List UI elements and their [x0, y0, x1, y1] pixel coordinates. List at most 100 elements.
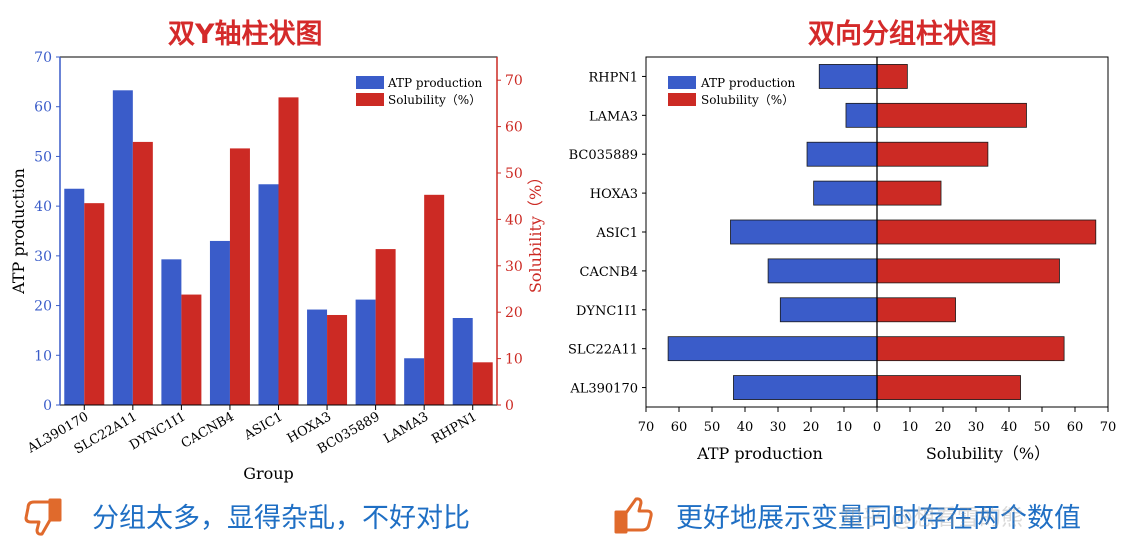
right-y-axis-title: Solubility（%）	[526, 169, 545, 293]
y-tick-label: LAMA3	[589, 109, 638, 124]
x-tick-label: 30	[770, 420, 787, 435]
atp-bar	[730, 219, 878, 245]
atp-bar	[404, 358, 425, 405]
atp-bar	[845, 102, 878, 128]
y-tick-label: BC035889	[569, 148, 638, 163]
right-y-tick-label: 30	[505, 259, 523, 275]
legend-swatch	[668, 93, 696, 106]
x-tick-label: 30	[968, 420, 985, 435]
x-tick-label: DYNC1I1	[127, 409, 188, 453]
x-tick-label: CACNB4	[179, 409, 237, 451]
thumbs-down-icon	[24, 498, 62, 536]
right-x-axis-title: Solubility（%）	[926, 444, 1050, 463]
x-tick-label: 10	[836, 420, 853, 435]
y-tick-label: AL390170	[569, 382, 638, 397]
solubility-bar	[876, 180, 942, 206]
watermark: 知乎 @想看雪的熊	[840, 506, 1023, 531]
left-y-tick-label: 70	[34, 50, 52, 66]
left-x-axis-title: ATP production	[696, 444, 823, 463]
x-tick-label: 50	[704, 420, 721, 435]
x-tick-label: 60	[1067, 420, 1084, 435]
legend-label: Solubility（%）	[701, 93, 794, 107]
atp-bar	[667, 336, 878, 362]
y-tick-label: RHPN1	[588, 70, 638, 85]
right-y-tick-label: 40	[505, 212, 523, 228]
left-y-tick-label: 50	[34, 149, 52, 165]
y-tick-label: CACNB4	[580, 265, 638, 280]
y-tick-label: DYNC1I1	[576, 304, 638, 319]
y-tick-label: SLC22A11	[568, 343, 638, 358]
x-tick-label: 0	[873, 420, 881, 435]
solubility-bar	[229, 148, 250, 405]
x-tick-label: 70	[638, 420, 655, 435]
x-tick-label: 40	[1001, 420, 1018, 435]
legend-swatch	[356, 76, 384, 89]
y-tick-label: ASIC1	[595, 226, 638, 241]
right-y-tick-label: 60	[505, 120, 523, 136]
x-tick-label: 20	[935, 420, 952, 435]
legend-label: ATP production	[387, 76, 483, 90]
atp-bar	[209, 240, 230, 405]
left-y-tick-label: 10	[34, 348, 52, 364]
atp-bar	[779, 297, 878, 323]
solubility-bar	[375, 249, 396, 405]
atp-bar	[258, 184, 279, 405]
solubility-bar	[876, 64, 908, 89]
right-chart-title: 双向分组柱状图	[808, 19, 997, 50]
atp-bar	[307, 309, 328, 405]
solubility-bar	[132, 141, 153, 406]
atp-bar	[733, 375, 878, 400]
left-chart-title: 双Y轴柱状图	[168, 19, 323, 50]
legend-swatch	[668, 76, 696, 89]
atp-bar	[64, 188, 85, 405]
thumbs-up-icon	[614, 497, 653, 534]
atp-bar	[161, 259, 182, 405]
right-caption: 更好地展示变量同时存在两个数值	[676, 503, 1081, 534]
x-tick-label: 20	[803, 420, 820, 435]
left-y-tick-label: 30	[34, 249, 52, 265]
solubility-bar	[876, 258, 1060, 284]
legend-swatch	[356, 93, 384, 106]
x-tick-label: 10	[902, 420, 919, 435]
solubility-bar	[876, 297, 956, 323]
x-tick-label: 50	[1034, 420, 1051, 435]
left-y-tick-label: 20	[34, 299, 52, 315]
x-tick-label: 60	[671, 420, 688, 435]
right-y-tick-label: 70	[505, 73, 523, 89]
atp-bar	[355, 299, 376, 405]
right-y-tick-label: 10	[505, 352, 523, 368]
atp-bar	[112, 90, 133, 406]
left-y-tick-label: 60	[34, 100, 52, 116]
solubility-bar	[181, 294, 202, 405]
x-tick-label: LAMA3	[381, 409, 431, 446]
solubility-bar	[876, 336, 1065, 362]
x-tick-label: ASIC1	[241, 409, 285, 443]
left-caption: 分组太多，显得杂乱，不好对比	[92, 503, 470, 534]
x-tick-label: RHPN1	[429, 409, 479, 447]
solubility-bar	[278, 97, 299, 406]
solubility-bar	[876, 375, 1021, 400]
atp-bar	[452, 318, 473, 405]
y-tick-label: HOXA3	[590, 187, 638, 202]
solubility-bar	[327, 314, 348, 405]
x-tick-label: 40	[737, 420, 754, 435]
legend-label: ATP production	[700, 76, 796, 90]
left-y-tick-label: 0	[43, 398, 52, 414]
legend-label: Solubility（%）	[388, 93, 481, 107]
x-tick-label: 70	[1100, 420, 1117, 435]
solubility-bar	[876, 141, 989, 167]
left-y-axis-title: ATP production	[9, 168, 28, 295]
solubility-bar	[876, 219, 1097, 245]
right-y-tick-label: 50	[505, 166, 523, 182]
diverging-bar-chart: AL390170 SLC22A11 DYNC1I1 CACNB4 ASIC1 HOXA3 B…	[568, 56, 1117, 463]
solubility-bar	[472, 362, 493, 405]
atp-bar	[813, 180, 878, 206]
atp-bar	[818, 64, 878, 89]
right-y-tick-label: 20	[505, 305, 523, 321]
solubility-bar	[876, 102, 1027, 128]
solubility-bar	[424, 194, 445, 405]
right-y-tick-label: 0	[505, 398, 514, 414]
solubility-bar	[84, 203, 105, 405]
